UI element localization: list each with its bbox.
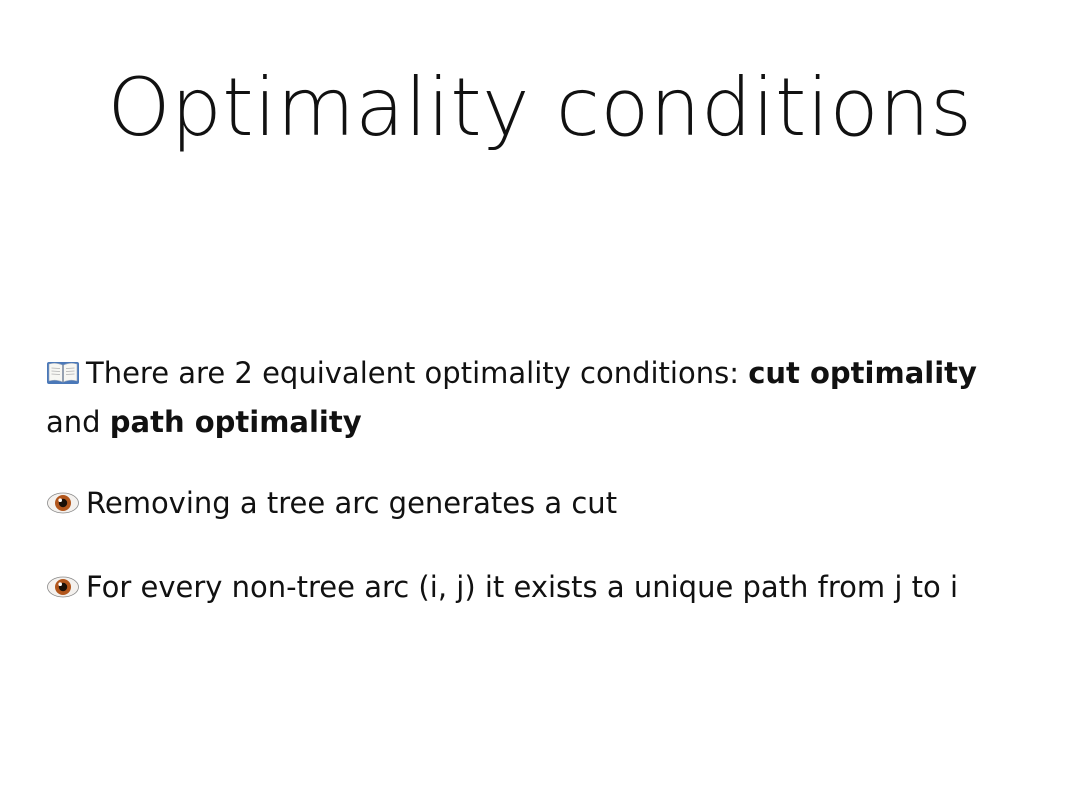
slide-title: Optimality conditions (107, 61, 973, 154)
bullet-1-bold-cut: cut optimality (748, 356, 977, 390)
var-i: i (429, 570, 438, 604)
bullet-3-t2: , (437, 570, 457, 604)
bullet-item-3: For every non-tree arc (i, j) it exists … (46, 564, 1036, 613)
eye-icon (46, 483, 80, 529)
bullet-1-mid: and (46, 405, 110, 439)
bullet-3-t4: to (902, 570, 950, 604)
bullet-item-2: Removing a tree arc generates a cut (46, 480, 1036, 529)
var-i: i (949, 570, 959, 604)
var-j: j (456, 570, 465, 604)
bullet-list: There are 2 equivalent optimality condit… (46, 350, 1036, 648)
bullet-3-t3: ) it exists a unique path from (464, 570, 895, 604)
var-j: j (894, 570, 903, 604)
bullet-1-lead: There are 2 equivalent optimality condit… (86, 356, 749, 390)
eye-icon (46, 567, 80, 613)
bullet-1-bold-path: path optimality (109, 405, 362, 439)
bullet-2-text: Removing a tree arc generates a cut (86, 486, 618, 520)
bullet-item-1: There are 2 equivalent optimality condit… (46, 350, 1036, 445)
open-book-icon (46, 353, 80, 399)
bullet-3-t1: For every non-tree arc ( (86, 570, 430, 604)
